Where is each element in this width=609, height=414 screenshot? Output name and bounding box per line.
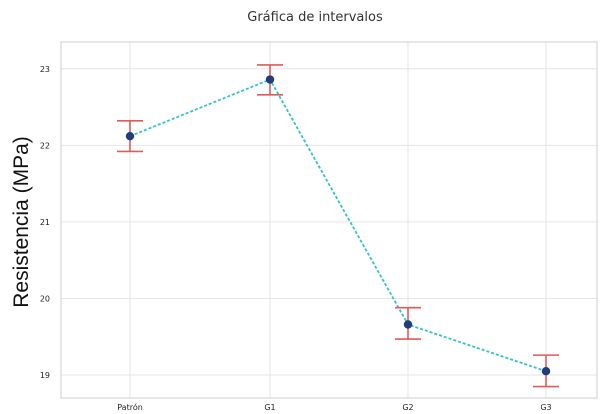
y-tick-label: 20 xyxy=(40,294,50,303)
grid xyxy=(61,42,597,398)
chart-title: Gráfica de intervalos xyxy=(247,10,383,25)
y-tick-labels: 19 20 21 22 23 xyxy=(40,65,50,380)
mean-connector-line xyxy=(129,78,547,373)
mean-point xyxy=(541,367,551,376)
plot-frame xyxy=(60,41,598,399)
x-tick-labels: Patrón G1 G2 G3 xyxy=(117,402,551,412)
y-axis-label: Resistencia (MPa) xyxy=(10,136,33,308)
mean-point xyxy=(125,131,135,141)
mean-point xyxy=(265,75,275,84)
mean-point xyxy=(403,320,413,329)
y-tick-label: 21 xyxy=(40,218,50,227)
x-tick-label: Patrón xyxy=(117,402,143,412)
interval-marks xyxy=(117,64,559,388)
x-tick-label: G2 xyxy=(402,403,413,412)
y-tick-label: 23 xyxy=(40,65,50,74)
x-tick-label: G3 xyxy=(540,403,551,412)
y-tick-label: 22 xyxy=(40,141,50,150)
x-tick-label: G1 xyxy=(264,403,275,412)
y-tick-label: 19 xyxy=(40,371,50,380)
